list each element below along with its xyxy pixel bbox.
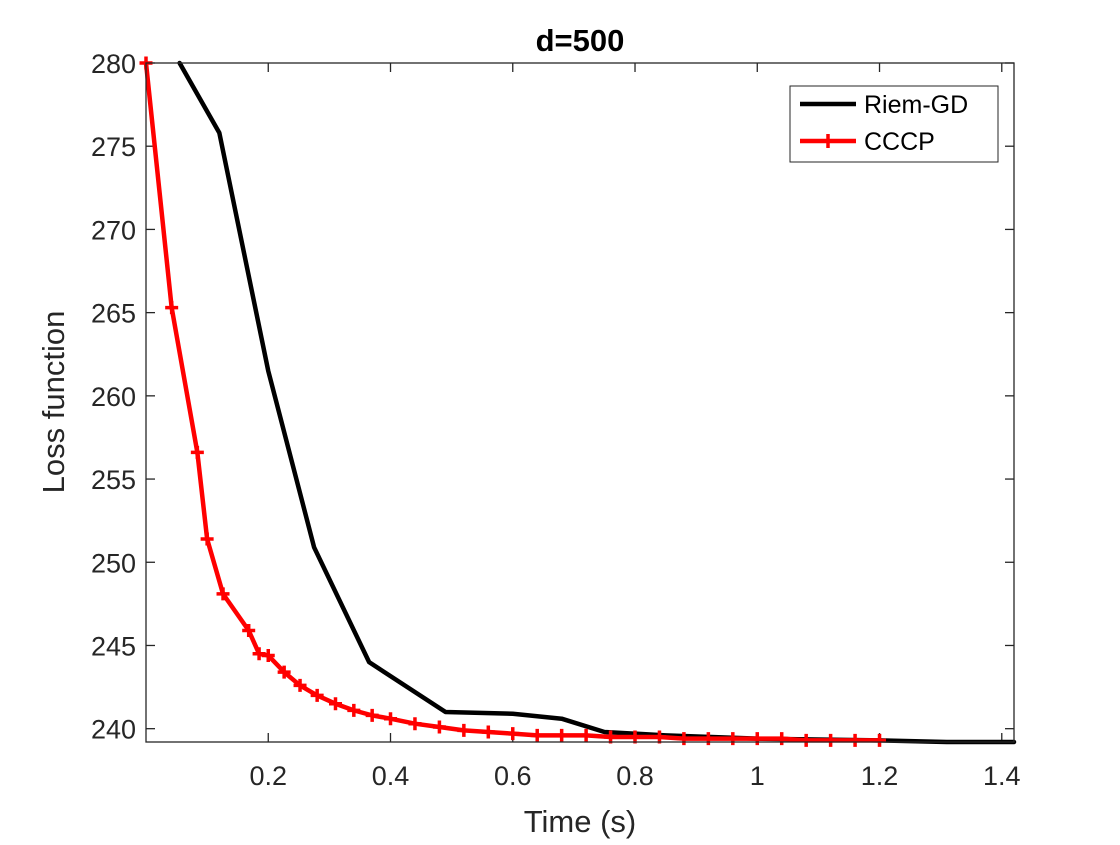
legend-label-riem-gd: Riem-GD <box>864 91 968 119</box>
data-point-marker <box>726 732 740 746</box>
y-tick-label: 275 <box>91 132 136 162</box>
y-tick-label: 245 <box>91 631 136 661</box>
data-point-marker <box>261 648 275 662</box>
x-tick-label: 1.4 <box>983 761 1021 791</box>
data-point-marker <box>432 720 446 734</box>
data-point-marker <box>848 733 862 747</box>
data-point-marker <box>652 730 666 744</box>
x-tick-label: 1 <box>750 761 765 791</box>
y-tick-label: 270 <box>91 215 136 245</box>
x-tick-label: 0.4 <box>372 761 410 791</box>
series-cccp <box>139 56 887 747</box>
data-point-marker <box>365 708 379 722</box>
data-point-marker <box>555 728 569 742</box>
legend-label-cccp: CCCP <box>864 128 935 156</box>
data-point-marker <box>750 732 764 746</box>
data-point-marker <box>481 725 495 739</box>
y-axis-label: Loss function <box>36 311 71 494</box>
data-point-marker <box>775 732 789 746</box>
legend-box <box>789 85 999 163</box>
data-point-marker <box>604 730 618 744</box>
plot-area <box>146 63 1014 742</box>
data-point-marker <box>457 723 471 737</box>
y-tick-label: 280 <box>91 49 136 79</box>
data-point-marker <box>799 733 813 747</box>
ticks-layer: 0.2 0.4 0.6 0.8 1 1.2 1.4 240 245 250 255 260 265 270… <box>91 49 1021 791</box>
data-point-marker <box>506 727 520 741</box>
data-point-marker <box>628 730 642 744</box>
data-point-marker <box>310 688 324 702</box>
data-point-marker <box>293 678 307 692</box>
y-tick-label: 250 <box>91 548 136 578</box>
data-point-marker <box>530 728 544 742</box>
data-point-marker <box>701 732 715 746</box>
y-tick-label: 265 <box>91 299 136 329</box>
data-point-marker <box>242 623 256 637</box>
data-point-marker <box>277 665 291 679</box>
x-tick-label: 1.2 <box>861 761 899 791</box>
data-point-marker <box>408 717 422 731</box>
axes-box <box>145 62 1015 743</box>
y-tick-label: 255 <box>91 465 136 495</box>
data-point-marker <box>328 697 342 711</box>
data-point-marker <box>165 301 179 315</box>
chart-title: d=500 <box>536 23 625 58</box>
x-tick-label: 0.2 <box>249 761 287 791</box>
x-tick-label: 0.8 <box>616 761 654 791</box>
y-tick-label: 260 <box>91 382 136 412</box>
data-point-marker <box>200 532 214 546</box>
data-point-marker <box>677 732 691 746</box>
data-point-marker <box>347 703 361 717</box>
y-tick-label: 240 <box>91 715 136 745</box>
data-point-marker <box>216 587 230 601</box>
data-point-marker <box>190 445 204 459</box>
legend: Riem-GD CCCP <box>789 85 999 163</box>
x-tick-label: 0.6 <box>494 761 532 791</box>
legend-marker-cccp <box>821 134 835 148</box>
series-layer <box>139 56 1017 747</box>
data-point-marker <box>579 728 593 742</box>
data-point-marker <box>824 733 838 747</box>
data-point-marker <box>873 733 887 747</box>
data-point-marker <box>384 712 398 726</box>
x-axis-label: Time (s) <box>524 804 637 839</box>
